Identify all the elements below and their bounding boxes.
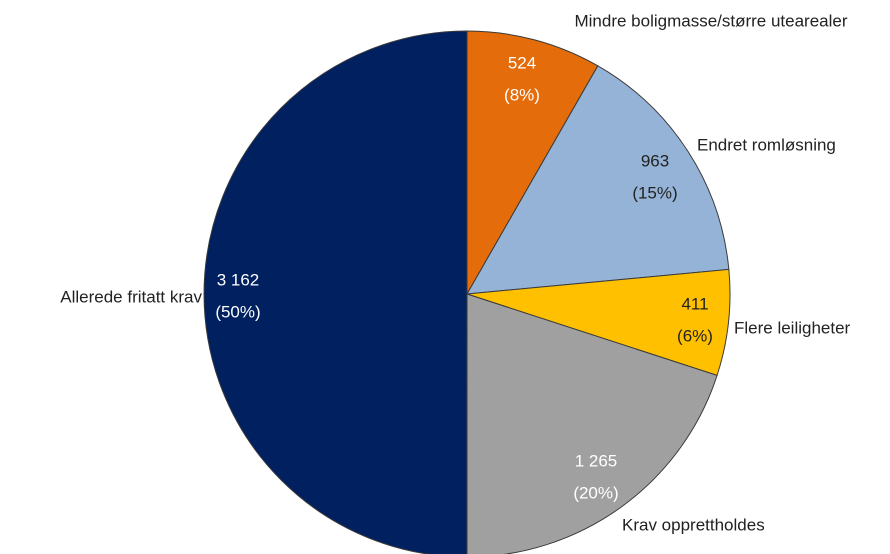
- category-label: Krav opprettholdes: [622, 515, 765, 534]
- percentage-label: (50%): [215, 302, 260, 321]
- value-label: 1 265: [575, 451, 618, 470]
- category-label: Endret romløsning: [697, 135, 836, 154]
- percentage-label: (20%): [573, 483, 618, 502]
- category-label: Flere leiligheter: [734, 318, 851, 337]
- pie-slice: [466, 30, 599, 296]
- percentage-label: (6%): [677, 326, 713, 345]
- pie-slice: [466, 293, 718, 554]
- pie-slice: [466, 65, 730, 295]
- category-label: Allerede fritatt krav: [60, 287, 202, 306]
- category-label: Mindre boligmasse/større utearealer: [574, 11, 847, 30]
- value-label: 963: [641, 151, 669, 170]
- value-label: 411: [681, 294, 708, 313]
- percentage-label: (8%): [504, 85, 540, 104]
- percentage-label: (15%): [632, 183, 677, 202]
- pie-slice: [203, 30, 468, 554]
- value-label: 524: [508, 53, 536, 72]
- value-label: 3 162: [217, 270, 260, 289]
